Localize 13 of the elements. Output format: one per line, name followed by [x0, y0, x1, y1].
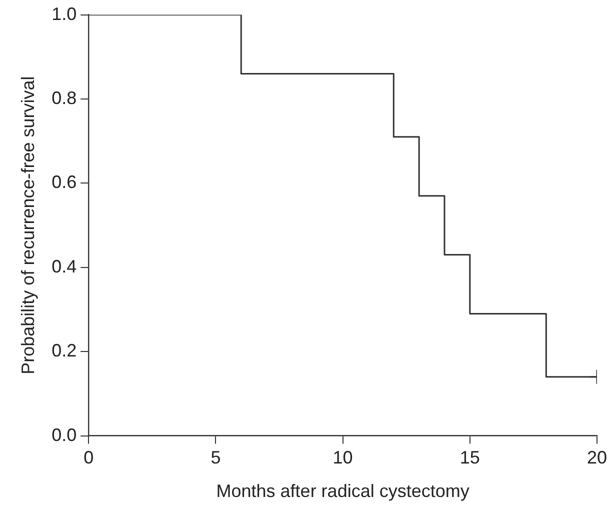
y-tick-label: 0.6	[52, 172, 77, 192]
y-tick-label: 0.0	[52, 424, 77, 445]
y-tick-label: 0.2	[52, 340, 77, 361]
x-axis-title: Months after radical cystectomy	[216, 481, 470, 502]
x-tick-label: 15	[460, 448, 480, 468]
y-axis-title: Probability of recurrence-free survival	[18, 76, 38, 374]
x-tick-label: 20	[586, 448, 608, 468]
x-tick-label: 10	[332, 448, 353, 468]
y-tick-label: 1.0	[52, 4, 77, 24]
y-tick-label: 0.4	[52, 256, 77, 276]
x-tick-label: 5	[210, 448, 221, 468]
x-tick-label: 0	[84, 448, 94, 468]
y-tick-label: 0.8	[52, 88, 77, 108]
